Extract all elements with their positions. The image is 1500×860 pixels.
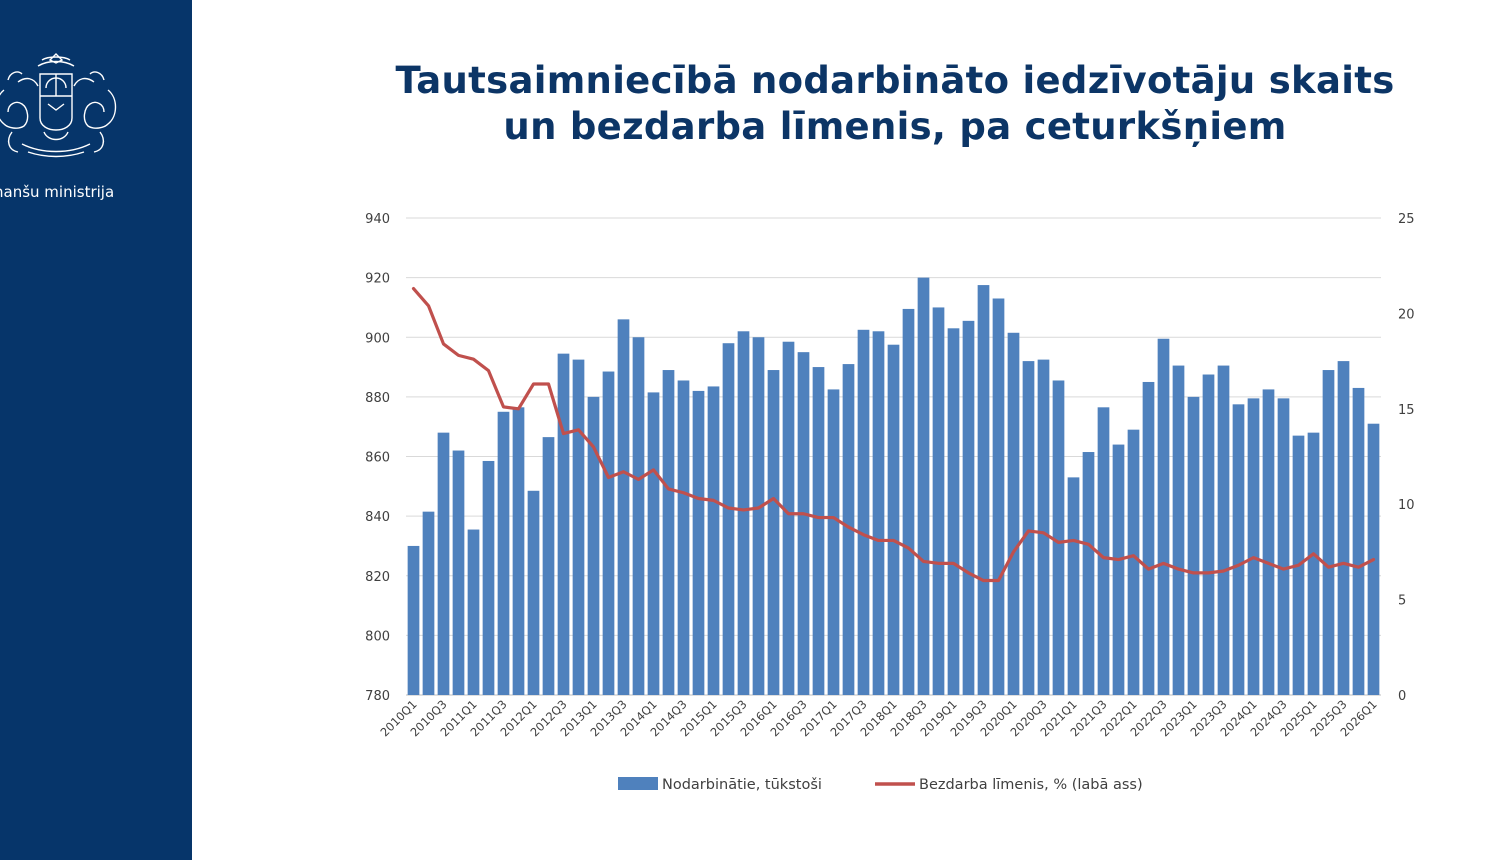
- employment-bar: [617, 319, 630, 695]
- employment-bar: [1022, 361, 1035, 695]
- title-line-2: un bezdarba līmenis, pa ceturkšņiem: [503, 105, 1287, 148]
- legend: Nodarbinātie, tūkstoši Bezdarba līmenis,…: [618, 777, 1143, 793]
- employment-bar: [677, 380, 690, 695]
- employment-bar: [1172, 365, 1185, 695]
- employment-bar: [1307, 432, 1320, 695]
- employment-bar: [1082, 452, 1095, 695]
- left-axis-tick-label: 880: [365, 391, 390, 406]
- left-axis-tick-label: 820: [365, 570, 390, 585]
- right-axis-tick-label: 20: [1398, 307, 1415, 322]
- employment-bar: [1127, 429, 1140, 695]
- employment-bar: [662, 370, 675, 695]
- right-axis-tick-label: 25: [1398, 212, 1415, 227]
- employment-bar: [752, 337, 765, 695]
- employment-bar: [497, 411, 510, 695]
- employment-bar: [407, 545, 420, 695]
- employment-unemployment-chart: 780 800 820 840 860 880 900 920 940 0 5 10 15 20 25 2…: [365, 212, 1415, 793]
- employment-bar: [977, 285, 990, 695]
- sidebar: nanšu ministrija: [0, 0, 192, 860]
- employment-bar: [602, 371, 615, 695]
- employment-bar: [947, 328, 960, 695]
- employment-bars: [407, 277, 1380, 695]
- legend-label-unemployment: Bezdarba līmenis, % (labā ass): [919, 777, 1143, 793]
- employment-bar: [542, 437, 555, 695]
- employment-bar: [422, 511, 435, 695]
- left-axis-tick-label: 780: [365, 689, 390, 704]
- employment-bar: [452, 450, 465, 695]
- employment-bar: [767, 370, 780, 695]
- employment-bar: [722, 343, 735, 695]
- employment-bar: [647, 392, 660, 695]
- legend-label-employed: Nodarbinātie, tūkstoši: [662, 777, 822, 793]
- employment-bar: [572, 359, 585, 695]
- slide-title: Tautsaimniecībā nodarbināto iedzīvotāju …: [300, 58, 1490, 150]
- employment-bar: [857, 329, 870, 695]
- right-axis-tick-label: 0: [1398, 689, 1406, 704]
- employment-bar: [1067, 477, 1080, 695]
- left-axis-tick-label: 860: [365, 451, 390, 466]
- employment-bar: [692, 390, 705, 695]
- left-axis-tick-label: 800: [365, 629, 390, 644]
- employment-bar: [1277, 398, 1290, 695]
- employment-bar: [707, 386, 720, 695]
- employment-bar: [512, 407, 525, 695]
- employment-bar: [1052, 380, 1065, 695]
- employment-bar: [782, 341, 795, 695]
- employment-bar: [1322, 370, 1335, 695]
- right-axis-ticks: 0 5 10 15 20 25: [1398, 212, 1415, 704]
- left-axis-tick-label: 920: [365, 272, 390, 287]
- unemployment-line: [411, 286, 1376, 583]
- left-axis-tick-label: 940: [365, 212, 390, 227]
- employment-bar: [1232, 404, 1245, 695]
- employment-bar: [557, 353, 570, 695]
- employment-bar: [962, 320, 975, 695]
- employment-bar: [1247, 398, 1260, 695]
- employment-bar: [842, 364, 855, 695]
- employment-bar: [872, 331, 885, 695]
- left-axis-tick-label: 900: [365, 331, 390, 346]
- coat-of-arms-logo: [0, 53, 117, 158]
- employment-bar: [467, 529, 480, 695]
- employment-bar: [932, 307, 945, 695]
- right-axis-tick-label: 15: [1398, 403, 1415, 418]
- employment-bar: [1262, 389, 1275, 695]
- legend-swatch-employed: [618, 777, 658, 790]
- left-axis-ticks: 780 800 820 840 860 880 900 920 940: [365, 212, 390, 704]
- employment-bar: [632, 337, 645, 695]
- employment-bar: [812, 367, 825, 695]
- employment-bar: [482, 460, 495, 695]
- employment-bar: [1352, 387, 1365, 695]
- title-line-1: Tautsaimniecībā nodarbināto iedzīvotāju …: [395, 59, 1395, 102]
- employment-bar: [797, 352, 810, 695]
- employment-bar: [1337, 361, 1350, 695]
- employment-bar: [1217, 365, 1230, 695]
- right-axis-tick-label: 5: [1398, 594, 1406, 609]
- employment-bar: [827, 389, 840, 695]
- employment-bar: [1157, 338, 1170, 695]
- employment-bar: [902, 308, 915, 695]
- employment-bar: [1037, 359, 1050, 695]
- employment-bar: [737, 331, 750, 695]
- employment-bar: [1007, 332, 1020, 695]
- employment-bar: [1097, 407, 1110, 695]
- x-axis-ticks: 2010Q12010Q32011Q12011Q32012Q12012Q32013…: [377, 697, 1379, 739]
- employment-bar: [1142, 381, 1155, 695]
- employment-bar: [1187, 396, 1200, 695]
- employment-bar: [1202, 374, 1215, 695]
- employment-bar: [587, 396, 600, 695]
- employment-bar: [992, 298, 1005, 695]
- right-axis-tick-label: 10: [1398, 498, 1415, 513]
- ministry-name: nanšu ministrija: [0, 183, 115, 201]
- left-axis-tick-label: 840: [365, 510, 390, 525]
- employment-bar: [917, 277, 930, 695]
- employment-bar: [1112, 444, 1125, 695]
- employment-bar: [527, 490, 540, 695]
- employment-bar: [887, 344, 900, 695]
- employment-bar: [437, 432, 450, 695]
